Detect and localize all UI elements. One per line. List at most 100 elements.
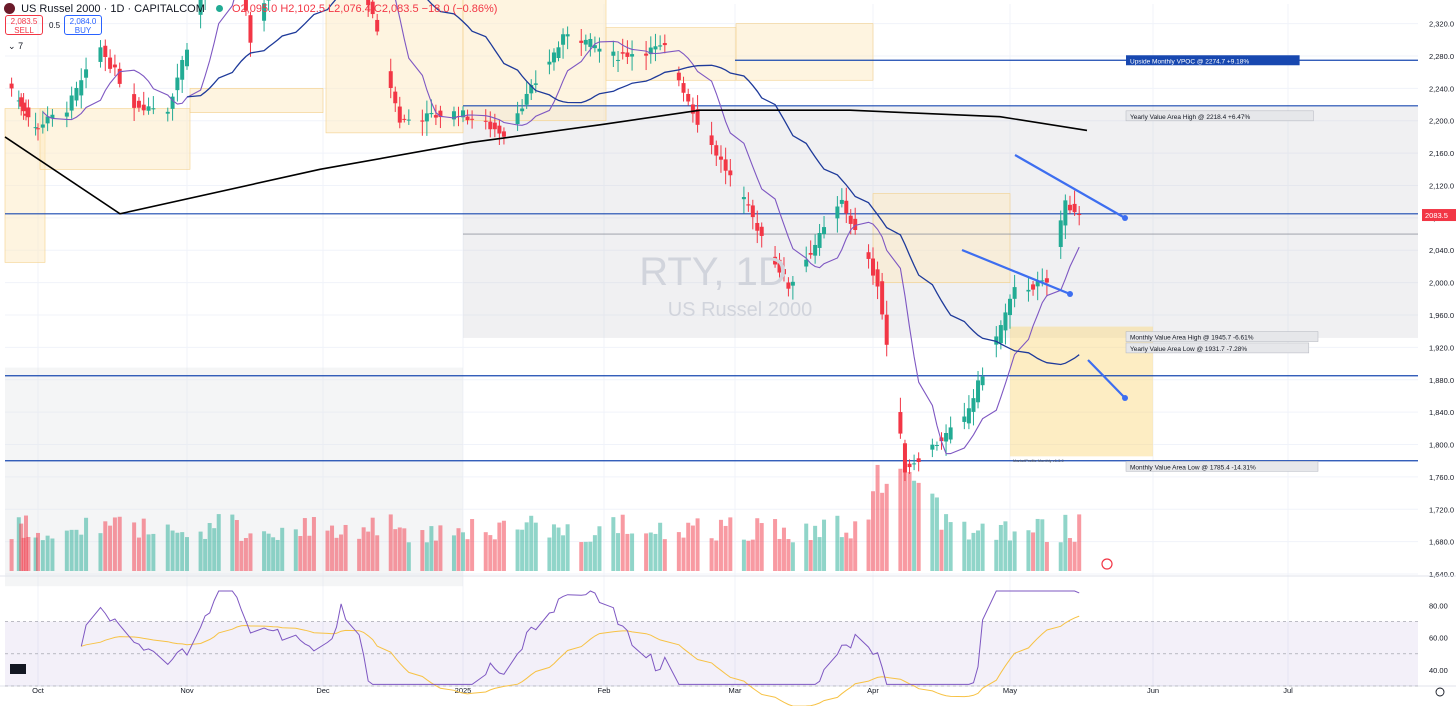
candle-body xyxy=(180,60,185,80)
candle-body xyxy=(515,113,520,125)
volume-bar xyxy=(1008,540,1012,571)
settings-gear-icon[interactable] xyxy=(1435,687,1445,697)
volume-bar xyxy=(565,524,570,571)
candle-body xyxy=(74,87,79,101)
candle-body xyxy=(551,52,556,63)
volume-bar xyxy=(884,483,889,571)
candle-body xyxy=(853,218,858,231)
candle-body xyxy=(625,52,630,57)
volume-bar xyxy=(786,539,791,571)
x-tick-label: Mar xyxy=(729,686,742,695)
volume-bar xyxy=(212,528,217,571)
candle-body xyxy=(136,100,141,108)
volume-bar xyxy=(871,491,875,571)
volume-bar xyxy=(461,532,465,571)
volume-bar xyxy=(625,533,630,571)
ma-mid-line xyxy=(186,0,1080,366)
volume-bar xyxy=(330,525,335,571)
indicators-toggle[interactable]: ⌄ 7 xyxy=(8,41,23,52)
rsi-tick-label: 60.00 xyxy=(1429,634,1448,643)
volume-bar xyxy=(271,537,276,571)
volume-bar xyxy=(808,540,813,571)
volume-bar xyxy=(117,516,122,571)
candle-body xyxy=(1008,298,1012,316)
candle-body xyxy=(579,40,584,43)
volume-bar xyxy=(325,530,330,571)
volume-bar xyxy=(817,537,822,571)
y-tick-label: 1,960.0 xyxy=(1429,311,1454,320)
candle-body xyxy=(1044,278,1049,283)
candle-body xyxy=(597,48,602,52)
y-tick-label: 1,640.0 xyxy=(1429,570,1454,579)
volume-bar xyxy=(429,526,434,571)
candle-body xyxy=(808,252,813,255)
volume-bar xyxy=(375,535,380,571)
candle-body xyxy=(746,204,751,206)
candle-body xyxy=(524,93,529,105)
volume-bar xyxy=(165,524,170,571)
volume-bar xyxy=(930,493,935,571)
candle-body xyxy=(36,128,40,130)
candle-body xyxy=(69,95,74,111)
candle-body xyxy=(630,54,635,57)
volume-bar xyxy=(470,519,475,571)
volume-bar xyxy=(709,538,714,571)
volume-bar xyxy=(620,514,625,571)
indicators-count: 7 xyxy=(18,41,24,51)
candle-body xyxy=(723,159,728,171)
volume-bar xyxy=(203,538,208,571)
volume-bar xyxy=(465,539,470,571)
candle-body xyxy=(592,45,597,49)
candle-body xyxy=(728,170,733,176)
x-tick-label: Oct xyxy=(32,686,45,695)
volume-bar xyxy=(50,538,55,571)
candle-body xyxy=(24,113,28,116)
y-tick-label: 2,040.0 xyxy=(1429,246,1454,255)
ohlc-close: C2,083.5 xyxy=(373,3,419,15)
candle-body xyxy=(451,111,456,120)
volume-bar xyxy=(170,530,175,571)
candle-body xyxy=(248,15,253,43)
candle-body xyxy=(19,97,24,107)
volume-bar xyxy=(962,521,967,571)
session-profile-box xyxy=(325,0,464,134)
volume-bar xyxy=(755,518,760,571)
volume-bar xyxy=(488,535,493,571)
sell-button[interactable]: 2,083.5 SELL xyxy=(5,15,43,35)
volume-bar xyxy=(483,532,488,571)
market-open-icon xyxy=(215,5,223,12)
candle-body xyxy=(939,437,944,442)
candle-body xyxy=(64,112,69,117)
rsi-tick-label: 40.00 xyxy=(1429,666,1448,675)
chart-title[interactable]: US Russel 2000 · 1D · CAPITALCOM xyxy=(21,3,205,15)
arrow-head-icon xyxy=(1067,291,1073,297)
volume-bar xyxy=(939,529,944,571)
volume-bar xyxy=(588,541,593,571)
x-tick-label: May xyxy=(1003,686,1017,695)
y-tick-label: 2,320.0 xyxy=(1429,20,1454,29)
candle-body xyxy=(695,109,700,125)
volume-bar xyxy=(230,514,235,571)
annotation-label-bg xyxy=(1125,342,1310,354)
candle-body xyxy=(547,61,552,65)
volume-bar xyxy=(681,537,686,571)
flag-icon[interactable] xyxy=(1101,558,1113,570)
volume-bar xyxy=(644,533,649,571)
y-tick-label: 1,920.0 xyxy=(1429,343,1454,352)
candle-body xyxy=(16,100,21,102)
annotation-label-bg xyxy=(1125,461,1319,472)
volume-bar xyxy=(616,533,621,571)
volume-bar xyxy=(36,532,40,571)
volume-bar xyxy=(1058,542,1063,571)
volume-bar xyxy=(1035,518,1040,571)
buy-button[interactable]: 2,084.0 BUY xyxy=(64,15,102,35)
volume-bar xyxy=(781,527,786,571)
volume-bar xyxy=(520,529,525,571)
candle-body xyxy=(50,114,55,119)
candle-body xyxy=(1072,203,1077,213)
volume-bar xyxy=(529,515,534,571)
volume-bar xyxy=(239,540,244,571)
candle-body xyxy=(370,1,375,15)
candle-body xyxy=(848,215,853,224)
